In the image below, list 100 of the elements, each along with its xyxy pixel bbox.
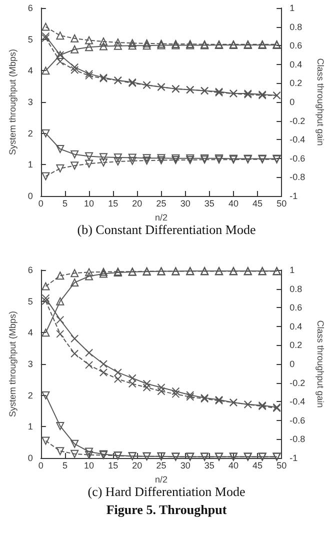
point: [128, 154, 136, 162]
point: [85, 152, 94, 160]
y-tick-label: 1: [28, 422, 33, 432]
x-tick-label: 10: [84, 198, 94, 208]
point: [99, 153, 108, 162]
y2-tick-label: 0.6: [290, 40, 302, 51]
point: [172, 387, 180, 396]
point: [142, 384, 151, 392]
y2-tick-label: -0.2: [290, 378, 306, 388]
y2-tick-label: 0.6: [290, 302, 302, 313]
y-tick-label: 5: [28, 296, 33, 306]
x-tick-label: 25: [156, 198, 166, 208]
point: [70, 66, 79, 74]
text: (c) Hard Differentiation Mode: [88, 484, 246, 499]
y-tick-label: 3: [28, 97, 33, 107]
point: [42, 32, 50, 40]
point: [70, 440, 79, 448]
y-axis-title: System throughput (Mbps): [8, 310, 18, 418]
point: [99, 42, 108, 50]
x-tick-label: 25: [156, 460, 166, 470]
y2-tick-label: 0.8: [290, 284, 302, 294]
point: [99, 270, 108, 278]
point: [56, 145, 64, 153]
point: [99, 38, 108, 46]
y2-tick-label: -0.6: [290, 415, 306, 426]
point: [70, 278, 79, 287]
point: [172, 390, 180, 398]
x-tick-label: 15: [108, 198, 118, 208]
y2-tick-label: 0: [290, 97, 295, 107]
point: [85, 36, 94, 44]
point: [56, 447, 64, 456]
point: [85, 70, 94, 78]
y2-axis-title: Class throughput gain: [316, 320, 326, 408]
y-tick-label: 5: [28, 34, 33, 44]
x-tick-label: 5: [62, 198, 68, 208]
point: [142, 380, 151, 388]
point: [70, 45, 79, 54]
point: [70, 34, 79, 42]
point: [42, 129, 50, 138]
point: [56, 422, 64, 430]
point: [42, 297, 50, 306]
point: [42, 328, 50, 337]
point: [142, 42, 151, 50]
point: [42, 22, 50, 31]
point: [42, 391, 50, 400]
y-tick-label: 4: [28, 66, 33, 76]
y2-tick-label: 0.4: [290, 59, 302, 70]
y-tick-label: 3: [28, 359, 33, 369]
point: [114, 158, 122, 166]
point: [114, 42, 122, 50]
point: [42, 436, 50, 445]
y-tick-label: 6: [28, 3, 33, 13]
text: (b) Constant Differentiation Mode: [77, 222, 256, 237]
x-tick-label: 40: [228, 460, 238, 470]
point: [157, 384, 166, 392]
point: [56, 330, 64, 338]
x-tick-label: 30: [180, 460, 190, 470]
x-axis-title: n/2: [154, 212, 168, 222]
x-tick-label: 40: [228, 198, 238, 208]
x-tick-label: 0: [38, 198, 44, 208]
y2-tick-label: 1: [290, 265, 295, 275]
point: [85, 268, 94, 276]
y-tick-label: 6: [28, 265, 33, 275]
y-tick-label: 0: [28, 453, 33, 463]
x-axis-title: n/2: [154, 474, 168, 484]
y2-tick-label: -0.8: [290, 172, 306, 182]
point: [56, 272, 64, 280]
x-tick-label: 30: [180, 198, 190, 208]
y2-axis-title: Class throughput gain: [316, 58, 326, 146]
point: [142, 156, 151, 165]
point: [42, 282, 50, 290]
x-tick-label: 0: [38, 460, 44, 470]
y2-tick-label: -0.8: [290, 434, 306, 444]
x-tick-label: 20: [132, 460, 142, 470]
point: [70, 350, 79, 358]
x-tick-label: 20: [132, 198, 142, 208]
point: [114, 38, 122, 46]
y2-tick-label: -0.4: [290, 134, 306, 145]
point: [70, 63, 79, 72]
point: [157, 154, 166, 162]
point: [85, 43, 94, 52]
point: [85, 448, 94, 456]
point: [128, 156, 136, 165]
x-tick-label: 45: [252, 460, 263, 470]
point: [157, 387, 166, 396]
point: [157, 156, 166, 164]
y2-tick-label: 0.8: [290, 22, 302, 32]
point: [114, 153, 122, 162]
point: [85, 160, 94, 168]
point: [56, 164, 64, 172]
point: [142, 39, 151, 48]
y2-tick-label: 0.4: [290, 321, 302, 332]
y2-tick-label: 0.2: [290, 340, 302, 350]
y2-tick-label: -1: [290, 453, 298, 463]
y-tick-label: 2: [28, 390, 33, 400]
y2-tick-label: -1: [290, 191, 298, 201]
y2-tick-label: 0.2: [290, 78, 302, 88]
y-tick-label: 2: [28, 128, 33, 138]
y-tick-label: 0: [28, 191, 33, 201]
point: [128, 39, 136, 48]
